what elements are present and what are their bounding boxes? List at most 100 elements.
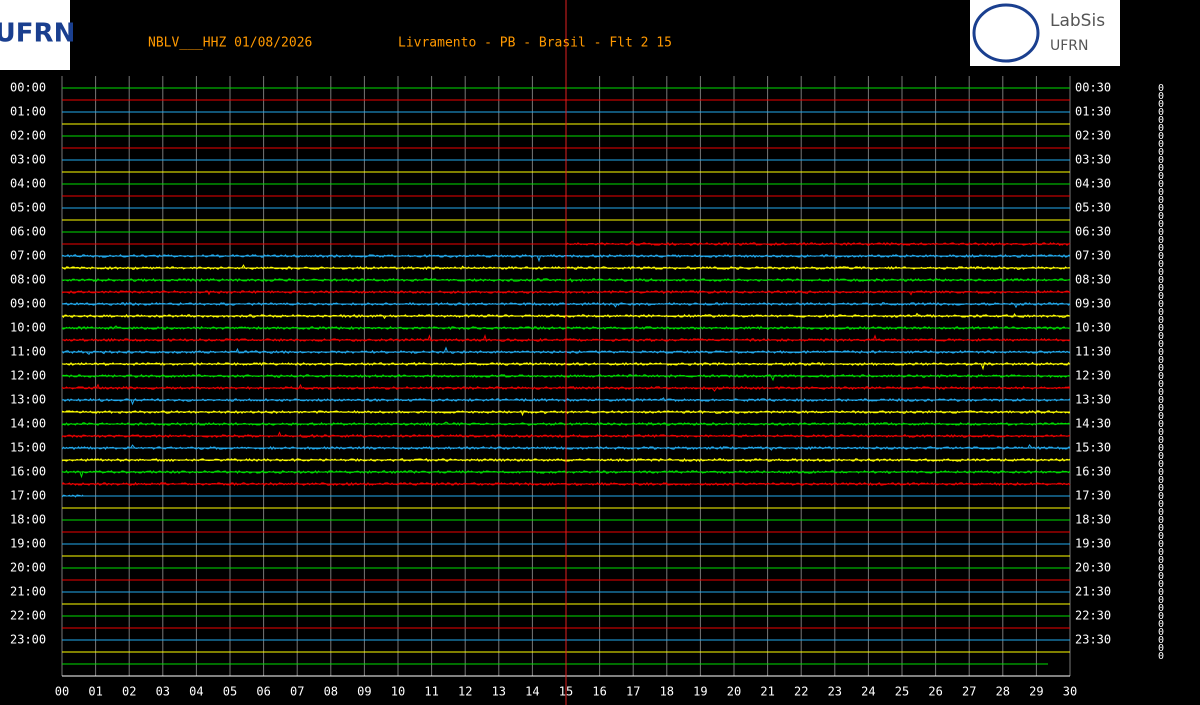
scale-mark: 0: [1158, 451, 1164, 462]
x-tick-label: 27: [962, 685, 976, 699]
left-time-label: 05:00: [10, 201, 46, 215]
scale-mark: 0: [1158, 323, 1164, 334]
x-tick-label: 02: [122, 685, 136, 699]
x-tick-label: 23: [828, 685, 842, 699]
scale-mark: 0: [1158, 507, 1164, 518]
left-time-label: 16:00: [10, 465, 46, 479]
right-time-label: 09:30: [1075, 297, 1111, 311]
x-tick-label: 19: [693, 685, 707, 699]
scale-mark: 0: [1158, 523, 1164, 534]
scale-mark: 0: [1158, 115, 1164, 126]
x-tick-label: 22: [794, 685, 808, 699]
left-time-label: 22:00: [10, 609, 46, 623]
scale-mark: 0: [1158, 515, 1164, 526]
x-tick-label: 20: [727, 685, 741, 699]
x-tick-label: 10: [391, 685, 405, 699]
right-time-label: 03:30: [1075, 153, 1111, 167]
scale-mark: 0: [1158, 419, 1164, 430]
x-tick-label: 03: [156, 685, 170, 699]
x-tick-label: 30: [1063, 685, 1077, 699]
left-time-label: 07:00: [10, 249, 46, 263]
x-tick-label: 12: [458, 685, 472, 699]
scale-mark: 0: [1158, 171, 1164, 182]
scale-mark: 0: [1158, 187, 1164, 198]
scale-mark: 0: [1158, 595, 1164, 606]
left-time-label: 02:00: [10, 129, 46, 143]
left-time-label: 20:00: [10, 561, 46, 575]
scale-mark: 0: [1158, 539, 1164, 550]
x-tick-label: 21: [760, 685, 774, 699]
right-time-label: 12:30: [1075, 369, 1111, 383]
scale-mark: 0: [1158, 155, 1164, 166]
right-time-label: 21:30: [1075, 585, 1111, 599]
left-time-label: 14:00: [10, 417, 46, 431]
right-time-label: 22:30: [1075, 609, 1111, 623]
scale-mark: 0: [1158, 611, 1164, 622]
scale-mark: 0: [1158, 275, 1164, 286]
scale-mark: 0: [1158, 195, 1164, 206]
right-time-label: 17:30: [1075, 489, 1111, 503]
right-time-label: 16:30: [1075, 465, 1111, 479]
seismic-trace: [61, 494, 84, 498]
scale-mark: 0: [1158, 107, 1164, 118]
seismic-trace: [565, 240, 1071, 246]
right-time-label: 10:30: [1075, 321, 1111, 335]
scale-mark: 0: [1158, 219, 1164, 230]
scale-mark: 0: [1158, 475, 1164, 486]
scale-mark: 0: [1158, 603, 1164, 614]
right-time-label: 23:30: [1075, 633, 1111, 647]
labsis-logo: [970, 0, 1120, 66]
labsis-emblem: [972, 3, 1040, 63]
right-time-label: 07:30: [1075, 249, 1111, 263]
x-tick-label: 16: [592, 685, 606, 699]
right-time-label: 05:30: [1075, 201, 1111, 215]
scale-mark: 0: [1158, 427, 1164, 438]
scale-mark: 0: [1158, 363, 1164, 374]
left-time-label: 13:00: [10, 393, 46, 407]
left-time-label: 17:00: [10, 489, 46, 503]
x-tick-label: 24: [861, 685, 875, 699]
scale-mark: 0: [1158, 627, 1164, 638]
right-time-label: 11:30: [1075, 345, 1111, 359]
scale-mark: 0: [1158, 283, 1164, 294]
right-time-label: 14:30: [1075, 417, 1111, 431]
scale-mark: 0: [1158, 131, 1164, 142]
x-tick-label: 01: [88, 685, 102, 699]
scale-mark: 0: [1158, 243, 1164, 254]
scale-mark: 0: [1158, 339, 1164, 350]
scale-mark: 0: [1158, 163, 1164, 174]
right-time-label: 04:30: [1075, 177, 1111, 191]
right-time-label: 15:30: [1075, 441, 1111, 455]
scale-mark: 0: [1158, 555, 1164, 566]
scale-mark: 0: [1158, 651, 1164, 662]
x-tick-label: 25: [895, 685, 909, 699]
scale-mark: 0: [1158, 211, 1164, 222]
scale-mark: 0: [1158, 635, 1164, 646]
station-title: NBLV___HHZ 01/08/2026: [148, 36, 312, 51]
scale-mark: 0: [1158, 147, 1164, 158]
scale-mark: 0: [1158, 411, 1164, 422]
x-tick-label: 13: [492, 685, 506, 699]
scale-mark: 0: [1158, 619, 1164, 630]
scale-mark: 0: [1158, 459, 1164, 470]
x-tick-label: 09: [357, 685, 371, 699]
x-tick-label: 26: [928, 685, 942, 699]
x-tick-label: 06: [256, 685, 270, 699]
left-time-label: 12:00: [10, 369, 46, 383]
right-time-label: 01:30: [1075, 105, 1111, 119]
left-time-label: 04:00: [10, 177, 46, 191]
left-time-label: 06:00: [10, 225, 46, 239]
scale-mark: 0: [1158, 443, 1164, 454]
x-tick-label: 08: [324, 685, 338, 699]
left-time-label: 21:00: [10, 585, 46, 599]
scale-mark: 0: [1158, 99, 1164, 110]
x-tick-label: 05: [223, 685, 237, 699]
scale-mark: 0: [1158, 83, 1164, 94]
x-tick-label: 17: [626, 685, 640, 699]
left-time-label: 00:00: [10, 81, 46, 95]
ufrn-logo-text: UFRN: [0, 19, 75, 49]
x-tick-label: 15: [559, 685, 573, 699]
scale-mark: 0: [1158, 435, 1164, 446]
x-tick-label: 18: [660, 685, 674, 699]
